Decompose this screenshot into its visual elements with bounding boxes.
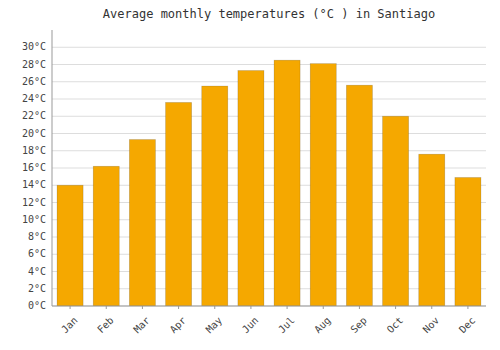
bar xyxy=(57,185,83,306)
y-tick-label: 14°C xyxy=(22,179,46,190)
y-tick-label: 6°C xyxy=(28,248,46,259)
bar xyxy=(455,177,481,306)
grid-line xyxy=(52,81,486,82)
bar xyxy=(166,102,192,306)
x-axis-line xyxy=(52,306,486,307)
bars xyxy=(57,60,481,306)
x-tick xyxy=(70,306,71,309)
grid-line xyxy=(52,150,486,151)
x-tick xyxy=(287,306,288,309)
title: Average monthly temperatures (°C ) in Sa… xyxy=(103,7,435,21)
x-tick-label: Aug xyxy=(312,315,333,336)
x-tick xyxy=(467,306,468,309)
x-tick-label: Apr xyxy=(168,315,189,336)
x-tick-label: Mar xyxy=(131,315,152,336)
grid-line xyxy=(52,133,486,134)
grid-line xyxy=(52,64,486,65)
x-tick xyxy=(250,306,251,309)
x-tick xyxy=(431,306,432,309)
x-tick-label: Nov xyxy=(421,315,442,336)
y-tick-label: 16°C xyxy=(22,162,46,173)
bar xyxy=(274,60,300,306)
chart: 0°C 2°C 4°C 6°C 8°C 10°C 12°C 14°C 16°C 18°C 20°C 2… xyxy=(0,0,500,350)
y-tick-label: 30°C xyxy=(22,41,46,52)
x-tick-label: Oct xyxy=(385,315,406,336)
x-tick xyxy=(214,306,215,309)
y-axis-line xyxy=(52,30,53,306)
x-tick xyxy=(323,306,324,309)
bar xyxy=(383,116,409,306)
bar xyxy=(419,154,445,306)
y-tick-label: 24°C xyxy=(22,93,46,104)
grid-line xyxy=(52,116,486,117)
x-tick-label: Jan xyxy=(59,315,80,336)
y-tick-label: 26°C xyxy=(22,76,46,87)
x-tick-label: May xyxy=(204,315,225,336)
x-tick-label: Jul xyxy=(276,315,297,336)
y-tick-label: 0°C xyxy=(28,300,46,311)
bar xyxy=(310,64,336,306)
bar xyxy=(202,86,228,306)
y-tick-label: 20°C xyxy=(22,128,46,139)
x-tick-label: Sep xyxy=(348,315,369,336)
y-tick-label: 22°C xyxy=(22,110,46,121)
y-tick-label: 10°C xyxy=(22,214,46,225)
bar xyxy=(238,71,264,306)
x-tick xyxy=(106,306,107,309)
y-tick-label: 4°C xyxy=(28,266,46,277)
x-tick xyxy=(178,306,179,309)
x-tick xyxy=(359,306,360,309)
bar xyxy=(346,85,372,306)
bar xyxy=(129,140,155,306)
grid-line xyxy=(52,306,486,307)
y-tick-label: 12°C xyxy=(22,197,46,208)
x-tick xyxy=(395,306,396,309)
x-tick-label: Dec xyxy=(457,315,478,336)
grid xyxy=(52,47,486,306)
y-tick-label: 18°C xyxy=(22,145,46,156)
grid-line xyxy=(52,47,486,48)
x-tick-label: Jun xyxy=(240,315,261,336)
y-tick-label: 2°C xyxy=(28,283,46,294)
grid-line xyxy=(52,99,486,100)
bar xyxy=(93,166,119,306)
y-tick-label: 28°C xyxy=(22,59,46,70)
x-tick-label: Feb xyxy=(95,315,116,336)
y-tick-label: 8°C xyxy=(28,231,46,242)
x-tick xyxy=(142,306,143,309)
